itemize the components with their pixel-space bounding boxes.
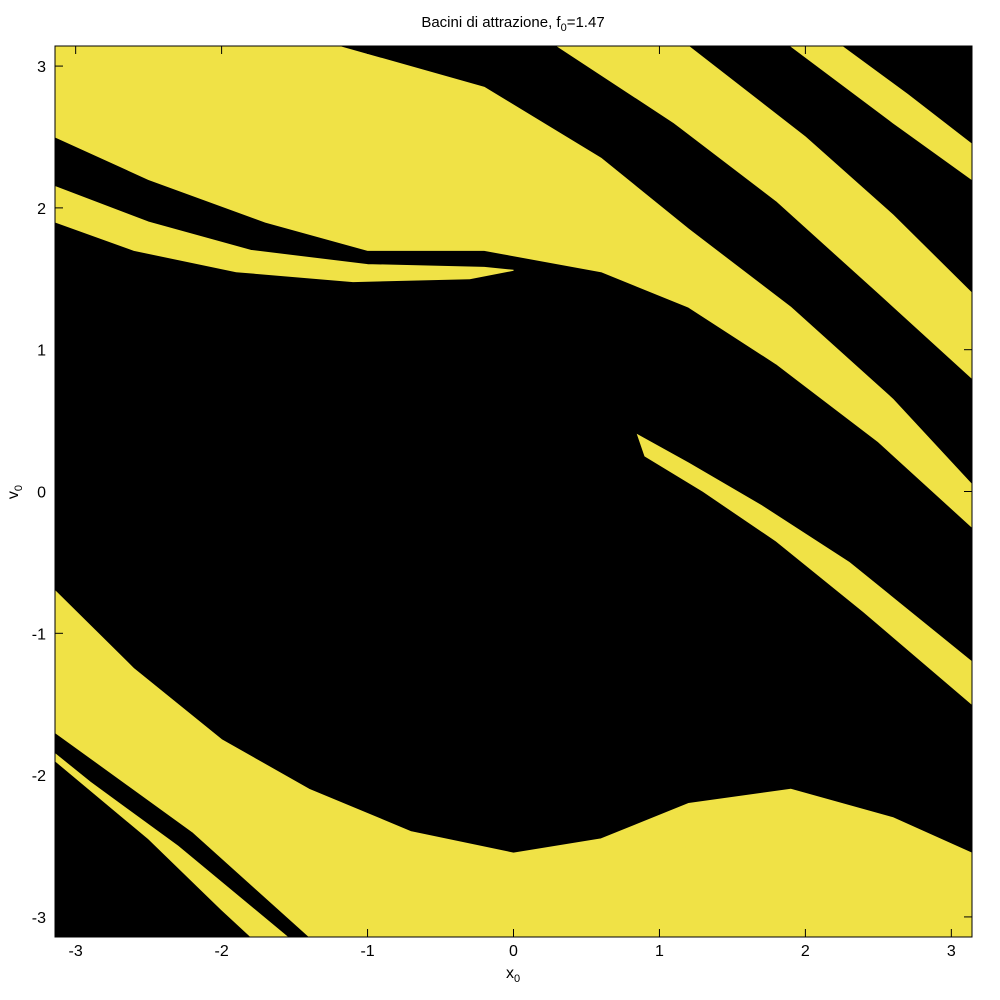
y-tick-label: 2 bbox=[37, 201, 46, 218]
x-axis-label: x0 bbox=[506, 965, 520, 985]
x-tick-label: 0 bbox=[509, 943, 518, 960]
x-tick-label: -1 bbox=[360, 943, 374, 960]
plot-area bbox=[55, 46, 972, 937]
y-axis: -3 -2 -1 0 1 2 3 bbox=[32, 59, 972, 927]
y-axis-label: v0 bbox=[5, 485, 25, 499]
y-tick-label: -3 bbox=[32, 910, 46, 927]
basin-region-upper-left-stripe bbox=[55, 185, 514, 283]
x-tick-label: 1 bbox=[655, 943, 664, 960]
x-tick-label: -2 bbox=[214, 943, 228, 960]
y-tick-label: 0 bbox=[37, 485, 46, 502]
x-tick-label: -3 bbox=[69, 943, 83, 960]
y-tick-label: -2 bbox=[32, 768, 46, 785]
y-tick-label: -1 bbox=[32, 626, 46, 643]
x-axis: -3 -2 -1 0 1 2 3 bbox=[69, 46, 956, 960]
x-tick-label: 3 bbox=[947, 943, 956, 960]
y-tick-label: 1 bbox=[37, 343, 46, 360]
y-tick-label: 3 bbox=[37, 59, 46, 76]
x-tick-label: 2 bbox=[801, 943, 810, 960]
chart-title: Bacini di attrazione, f0=1.47 bbox=[421, 14, 604, 34]
basin-region-lower-right-band bbox=[55, 589, 972, 937]
basin-region-upper-left-band bbox=[55, 46, 972, 528]
